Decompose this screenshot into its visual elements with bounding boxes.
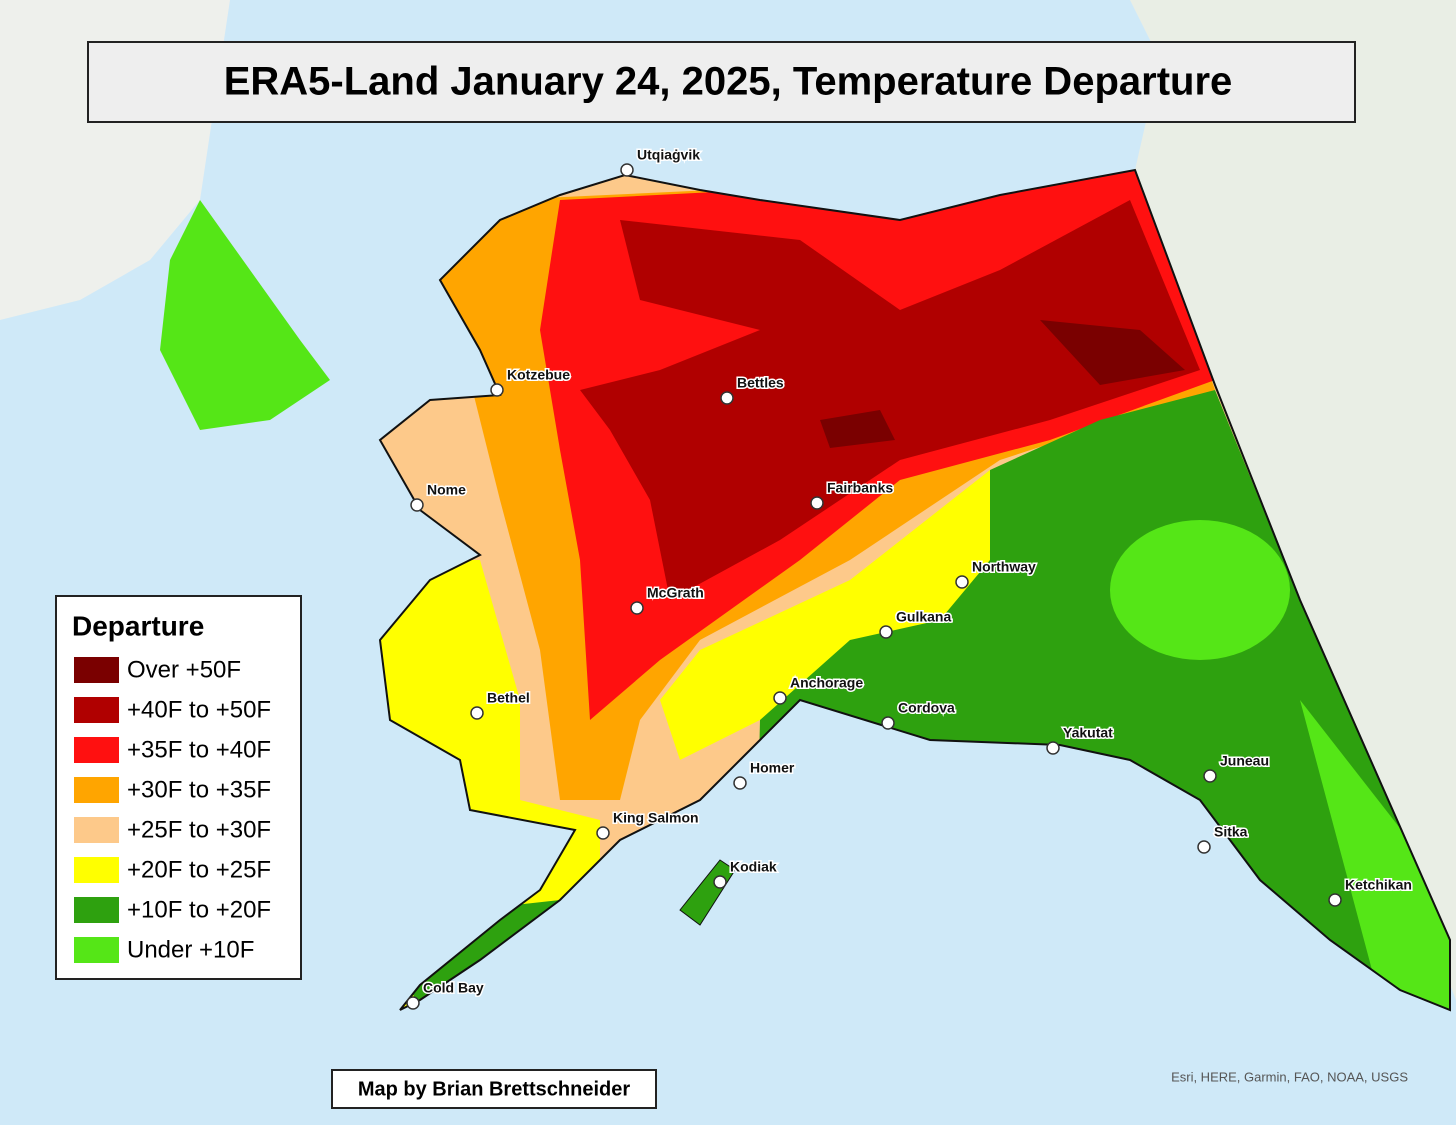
city-marker <box>733 776 747 790</box>
legend-swatch <box>74 737 119 763</box>
legend-label: Over +50F <box>127 656 241 683</box>
departure-zone <box>580 200 1200 600</box>
city-marker <box>1197 840 1211 854</box>
city-label: King Salmon <box>613 810 699 826</box>
legend-swatch <box>74 657 119 683</box>
city-marker <box>1046 741 1060 755</box>
city-marker <box>406 996 420 1010</box>
city-label: Homer <box>750 760 795 776</box>
legend-label: +20F to +25F <box>127 856 271 883</box>
city-marker <box>720 391 734 405</box>
legend-label: +35F to +40F <box>127 736 271 763</box>
legend: Over +50F +40F to +50F +35F to +40F +30F to… <box>74 656 271 963</box>
legend-label: +30F to +35F <box>127 776 271 803</box>
city-marker <box>1328 893 1342 907</box>
city-marker <box>879 625 893 639</box>
canada-land <box>1130 0 1456 1000</box>
legend-label: +40F to +50F <box>127 696 271 723</box>
city-label: Gulkana <box>896 609 951 625</box>
city-marker <box>713 875 727 889</box>
city-label: Fairbanks <box>827 480 893 496</box>
city-label: Cold Bay <box>423 980 484 996</box>
city-marker <box>596 826 610 840</box>
alaska-outline <box>378 168 1451 1012</box>
city-marker <box>773 691 787 705</box>
city-label: Ketchikan <box>1345 877 1412 893</box>
city-label: Bettles <box>737 375 784 391</box>
departure-zone <box>1110 520 1290 660</box>
city-marker <box>1203 769 1217 783</box>
city-label: Northway <box>972 559 1036 575</box>
city-marker <box>810 496 824 510</box>
city-marker <box>470 706 484 720</box>
city-marker <box>881 716 895 730</box>
city-label: Juneau <box>1220 753 1269 769</box>
city-label: McGrath <box>647 585 704 601</box>
legend-title: Departure <box>72 610 204 641</box>
city-label: Bethel <box>487 690 530 706</box>
legend-label: +25F to +30F <box>127 816 271 843</box>
credit-box <box>331 1069 657 1109</box>
departure-zone <box>820 410 895 448</box>
map-title: ERA5-Land January 24, 2025, Temperature … <box>224 60 1233 104</box>
chukotka <box>160 200 330 430</box>
city-label: Utqiaġvik <box>637 147 700 163</box>
legend-label: Under +10F <box>127 936 254 963</box>
cities: Utqiaġvik Kotzebue Bettles Nome Fairbanks Nor… <box>406 145 1413 1010</box>
departure-zone <box>1300 700 1450 1010</box>
city-marker <box>630 601 644 615</box>
city-label: Sitka <box>1214 824 1248 840</box>
city-label: Cordova <box>898 700 955 716</box>
city-marker <box>955 575 969 589</box>
credit: Map by Brian Brettschneider <box>358 1078 631 1100</box>
departure-zone <box>1040 320 1185 385</box>
legend-swatch <box>74 777 119 803</box>
city-marker <box>410 498 424 512</box>
city-label: Yakutat <box>1063 725 1113 741</box>
legend-swatch <box>74 817 119 843</box>
attribution: Esri, HERE, Garmin, FAO, NOAA, USGS <box>1171 1069 1408 1084</box>
city-marker <box>490 383 504 397</box>
city-label: Kotzebue <box>507 367 570 383</box>
city-label: Kodiak <box>730 859 777 875</box>
city-label: Anchorage <box>790 675 863 691</box>
city-marker <box>620 163 634 177</box>
title-box <box>87 41 1356 123</box>
legend-swatch <box>74 857 119 883</box>
legend-swatch <box>74 897 119 923</box>
legend-swatch <box>74 697 119 723</box>
city-label: Nome <box>427 482 466 498</box>
legend-label: +10F to +20F <box>127 896 271 923</box>
legend-swatch <box>74 937 119 963</box>
